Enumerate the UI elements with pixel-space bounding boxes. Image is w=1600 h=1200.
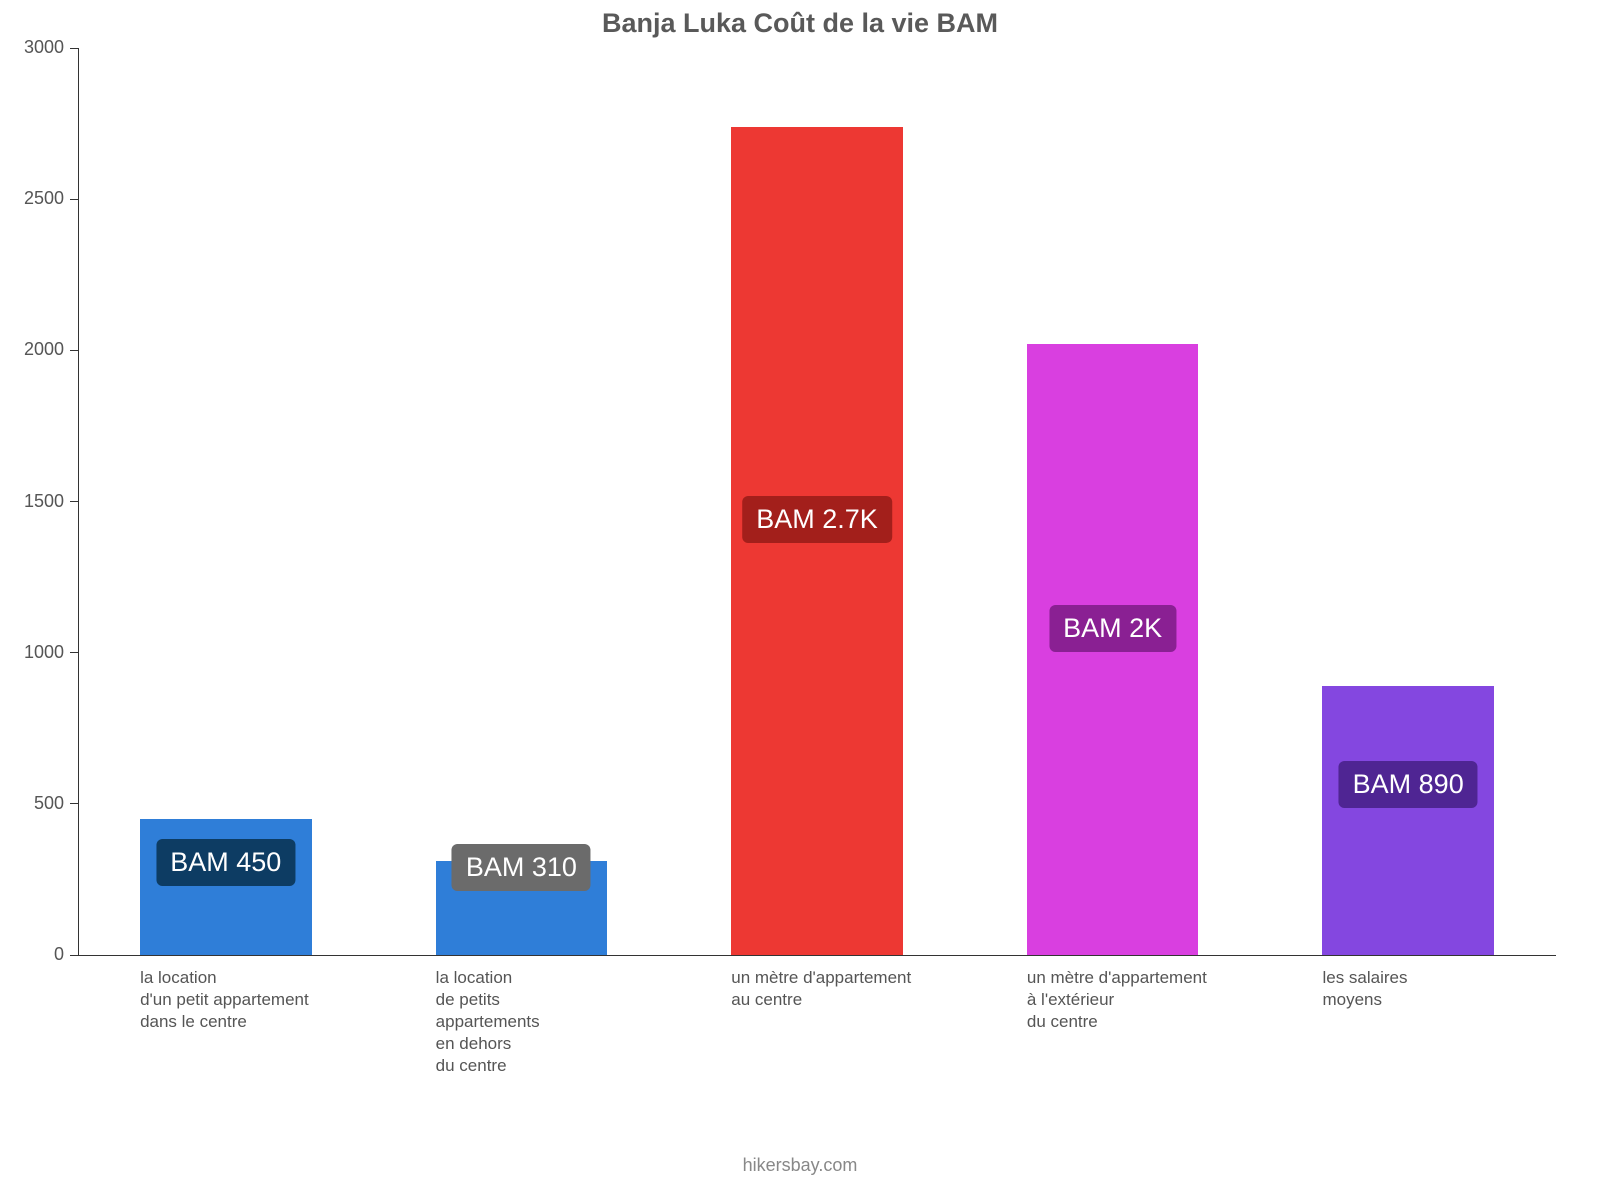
x-category-label: un mètre d'appartement à l'extérieur du …	[1027, 967, 1293, 1033]
x-category-label: les salaires moyens	[1322, 967, 1588, 1011]
bar	[1322, 686, 1493, 955]
y-tick-mark	[70, 501, 78, 502]
y-tick-mark	[70, 803, 78, 804]
y-tick-mark	[70, 955, 78, 956]
chart-title: Banja Luka Coût de la vie BAM	[0, 8, 1600, 39]
bar-value-badge: BAM 310	[452, 844, 591, 891]
bar-value-badge: BAM 890	[1339, 761, 1478, 808]
chart-container: Banja Luka Coût de la vie BAM 0500100015…	[0, 0, 1600, 1200]
y-tick-mark	[70, 350, 78, 351]
y-tick-mark	[70, 652, 78, 653]
y-axis	[78, 48, 79, 955]
y-tick-label: 1000	[0, 642, 64, 663]
x-category-label: la location de petits appartements en de…	[436, 967, 702, 1077]
y-tick-label: 500	[0, 793, 64, 814]
y-tick-label: 2500	[0, 188, 64, 209]
bar-value-badge: BAM 2K	[1049, 605, 1176, 652]
x-category-label: un mètre d'appartement au centre	[731, 967, 997, 1011]
y-tick-label: 2000	[0, 339, 64, 360]
x-category-label: la location d'un petit appartement dans …	[140, 967, 406, 1033]
y-tick-label: 3000	[0, 37, 64, 58]
y-tick-label: 0	[0, 944, 64, 965]
plot-area: 050010001500200025003000BAM 450la locati…	[78, 48, 1556, 955]
y-tick-label: 1500	[0, 491, 64, 512]
y-tick-mark	[70, 199, 78, 200]
x-axis	[78, 955, 1556, 956]
bar-value-badge: BAM 450	[156, 839, 295, 886]
chart-footer: hikersbay.com	[0, 1155, 1600, 1176]
y-tick-mark	[70, 48, 78, 49]
bar-value-badge: BAM 2.7K	[742, 496, 892, 543]
